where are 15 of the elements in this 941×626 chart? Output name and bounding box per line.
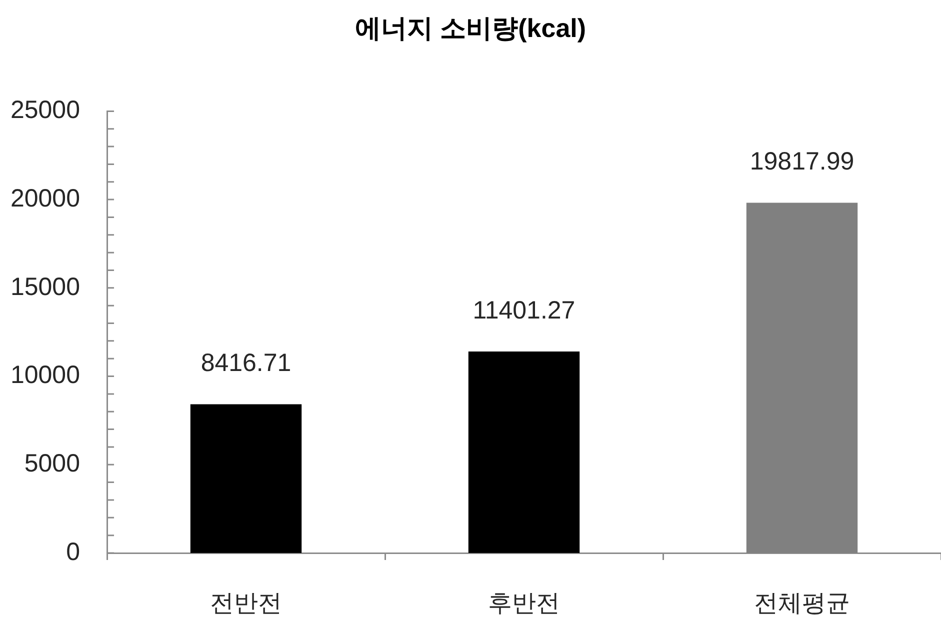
y-tick-label: 25000 bbox=[10, 96, 80, 124]
y-tick-label: 10000 bbox=[10, 361, 80, 390]
x-tick-label: 전체평균 bbox=[754, 590, 850, 618]
x-tick-label: 후반전 bbox=[488, 590, 560, 618]
y-tick-label: 20000 bbox=[10, 184, 80, 212]
bar bbox=[468, 352, 580, 553]
y-tick-label: 15000 bbox=[10, 272, 80, 301]
data-label: 11401.27 bbox=[472, 296, 576, 324]
data-label: 19817.99 bbox=[750, 148, 854, 176]
chart-title: 에너지 소비량(kcal) bbox=[354, 12, 586, 43]
data-label: 8416.71 bbox=[200, 349, 292, 378]
x-tick-label: 전반전 bbox=[210, 590, 282, 618]
y-tick-label: 5000 bbox=[24, 450, 80, 478]
bar bbox=[190, 404, 302, 553]
y-tick-label: 0 bbox=[66, 538, 80, 566]
